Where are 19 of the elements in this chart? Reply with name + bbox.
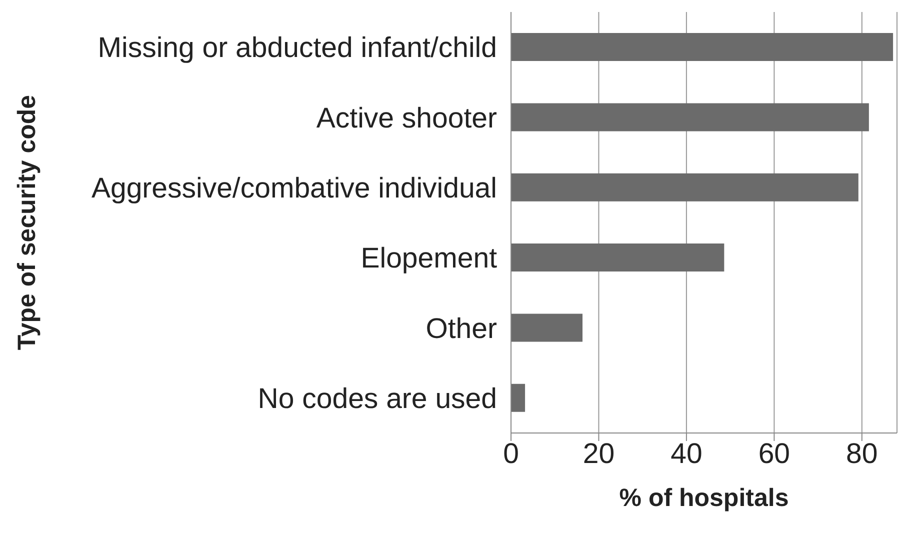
y-tick-label: Other xyxy=(426,312,498,345)
x-tick-label: 0 xyxy=(503,438,519,470)
bar xyxy=(511,384,526,412)
y-axis-title: Type of security code xyxy=(12,94,41,350)
bar xyxy=(511,33,894,62)
y-tick-label: Elopement xyxy=(360,242,498,275)
x-tick-label: 20 xyxy=(582,438,615,470)
y-tick-label: Missing or abducted infant/child xyxy=(98,32,497,64)
bar xyxy=(511,314,582,342)
x-tick-label: 40 xyxy=(670,438,702,470)
bar xyxy=(511,103,869,132)
x-tick-label: 80 xyxy=(846,438,878,470)
y-tick-label: Aggressive/combative individual xyxy=(91,172,497,205)
bar xyxy=(511,244,724,272)
y-tick-label: No codes are used xyxy=(258,383,497,416)
x-axis-title: % of hospitals xyxy=(619,484,789,512)
x-tick-label: 60 xyxy=(758,438,790,470)
bar xyxy=(511,173,858,202)
y-tick-label: Active shooter xyxy=(316,102,498,134)
